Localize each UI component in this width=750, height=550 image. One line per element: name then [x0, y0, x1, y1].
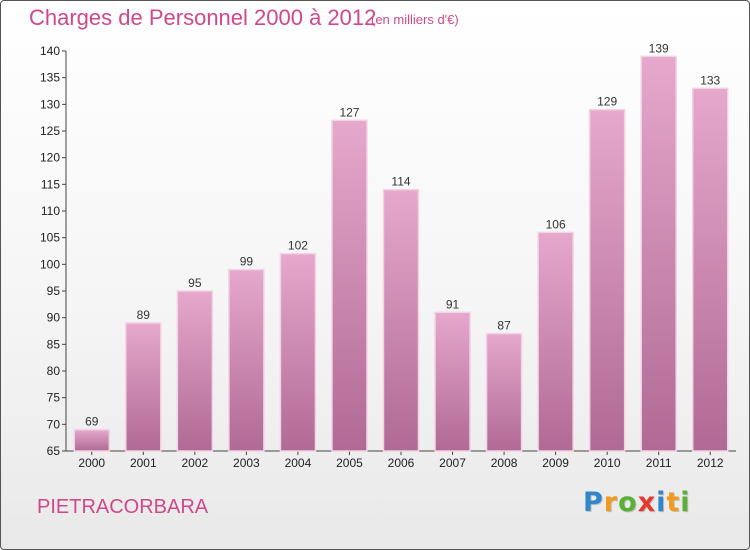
y-tick-label: 95: [47, 284, 61, 298]
logo-letter: o: [618, 487, 638, 518]
logo-letter: P: [583, 487, 604, 518]
bar-2001: [125, 322, 162, 452]
x-tick-label: 2011: [646, 456, 672, 470]
bar-value-label: 95: [188, 276, 202, 290]
bar-value-label: 129: [597, 95, 617, 109]
logo-letter: x: [637, 487, 657, 518]
bar-value-label: 106: [546, 217, 566, 231]
x-tick-label: 2004: [285, 456, 312, 470]
y-tick-label: 140: [40, 44, 60, 58]
x-tick-label: 2007: [439, 456, 466, 470]
x-tick-label: 2009: [542, 456, 569, 470]
x-tick-label: 2001: [130, 456, 157, 470]
bar-2000: [73, 428, 111, 452]
bar-value-label: 89: [137, 308, 151, 322]
bar-2012: [691, 87, 729, 452]
bar-2002: [176, 290, 214, 452]
x-axis: 2000 2001 2002 2003 2004 2005 2006 2007 2008 2009…: [66, 450, 736, 470]
bar-value-label: 114: [391, 175, 410, 189]
logo-letter: r: [603, 487, 619, 518]
bar-value-label: 139: [649, 41, 669, 55]
y-tick-label: 105: [40, 231, 60, 245]
y-tick-label: 80: [47, 364, 61, 378]
bar-value-label: 91: [446, 297, 460, 311]
bar-value-label: 87: [497, 319, 511, 333]
y-tick-label: 100: [40, 257, 60, 271]
y-tick-label: 85: [47, 337, 61, 351]
logo-letter: t: [666, 487, 681, 518]
y-tick-label: 110: [41, 204, 60, 218]
x-tick-label: 2005: [336, 456, 363, 470]
bar-value-label: 99: [240, 255, 254, 269]
bar-2003: [228, 268, 265, 452]
bars: [73, 55, 729, 452]
proxiti-logo: Proxiti: [583, 487, 691, 518]
y-tick-label: 70: [47, 417, 61, 431]
y-tick-label: 115: [41, 177, 60, 191]
y-tick-label: 65: [47, 444, 61, 458]
bar-2005: [331, 119, 368, 452]
bar-labels: 69 89 95 99 102 127 114 91 87 106 129 139 133: [85, 41, 720, 428]
bar-value-label: 133: [700, 73, 720, 87]
x-tick-label: 2003: [233, 456, 260, 470]
bar-value-label: 102: [288, 239, 308, 253]
x-tick-label: 2002: [181, 456, 208, 470]
bar-2009: [537, 231, 574, 452]
bar-2010: [588, 108, 626, 452]
x-tick-label: 2012: [697, 456, 724, 470]
logo-letter: i: [656, 487, 667, 518]
bar-2008: [485, 332, 523, 452]
chart-title: Charges de Personnel 2000 à 2012: [29, 5, 377, 30]
y-tick-label: 125: [40, 124, 60, 138]
y-tick-label: 75: [47, 391, 61, 405]
commune-name: PIETRACORBARA: [37, 496, 209, 518]
chart-subtitle: (en milliers d'€): [371, 12, 459, 27]
bar-value-label: 127: [339, 105, 359, 119]
x-tick-label: 2000: [78, 456, 105, 470]
logo-letter: i: [680, 487, 691, 518]
x-tick-label: 2006: [388, 456, 415, 470]
bar-2006: [382, 188, 420, 452]
y-tick-label: 135: [40, 71, 60, 85]
y-axis: 65 70 75 80 85 90 95 100 105 110 115 120 125 130 135 14…: [40, 44, 67, 458]
y-tick-label: 120: [40, 151, 60, 165]
y-tick-label: 90: [47, 311, 61, 325]
y-tick-label: 130: [40, 97, 60, 111]
bar-value-label: 69: [85, 415, 99, 429]
bar-2011: [640, 55, 677, 452]
bar-2004: [279, 252, 317, 452]
x-tick-label: 2008: [491, 456, 518, 470]
bar-2007: [434, 311, 471, 452]
x-tick-label: 2010: [594, 456, 621, 470]
